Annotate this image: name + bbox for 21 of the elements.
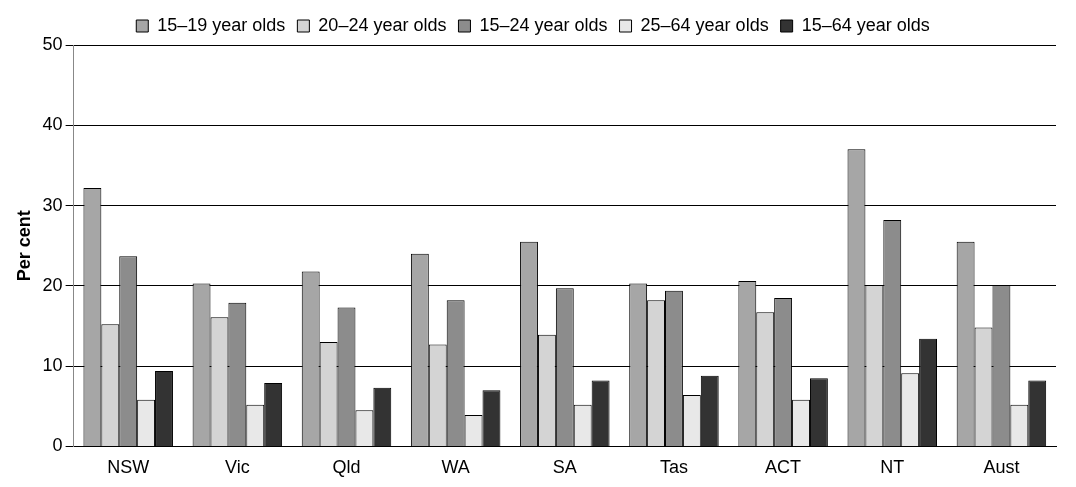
x-tick-label: ACT xyxy=(765,457,802,478)
legend-label: 15–64 year olds xyxy=(801,14,930,35)
x-tick-label: NT xyxy=(880,457,905,478)
y-axis-title: Per cent xyxy=(13,210,34,282)
y-tick-label: 30 xyxy=(42,194,63,215)
x-tick-label: Aust xyxy=(983,457,1020,478)
x-tick-label: NSW xyxy=(107,457,150,478)
x-tick-label: Qld xyxy=(332,457,361,478)
y-tick-label: 20 xyxy=(42,274,63,295)
x-tick-label: Vic xyxy=(225,457,250,478)
legend-label: 20–24 year olds xyxy=(318,14,447,35)
x-tick-label: SA xyxy=(552,457,577,478)
y-tick-label: 10 xyxy=(42,355,63,376)
y-tick-label: 40 xyxy=(42,114,63,135)
x-tick-label: WA xyxy=(441,457,470,478)
y-tick-label: 50 xyxy=(42,33,63,54)
legend-label: 15–24 year olds xyxy=(479,14,608,35)
legend-label: 15–19 year olds xyxy=(157,14,286,35)
legend-label: 25–64 year olds xyxy=(640,14,769,35)
x-tick-label: Tas xyxy=(659,457,688,478)
y-tick-label: 0 xyxy=(52,435,63,456)
